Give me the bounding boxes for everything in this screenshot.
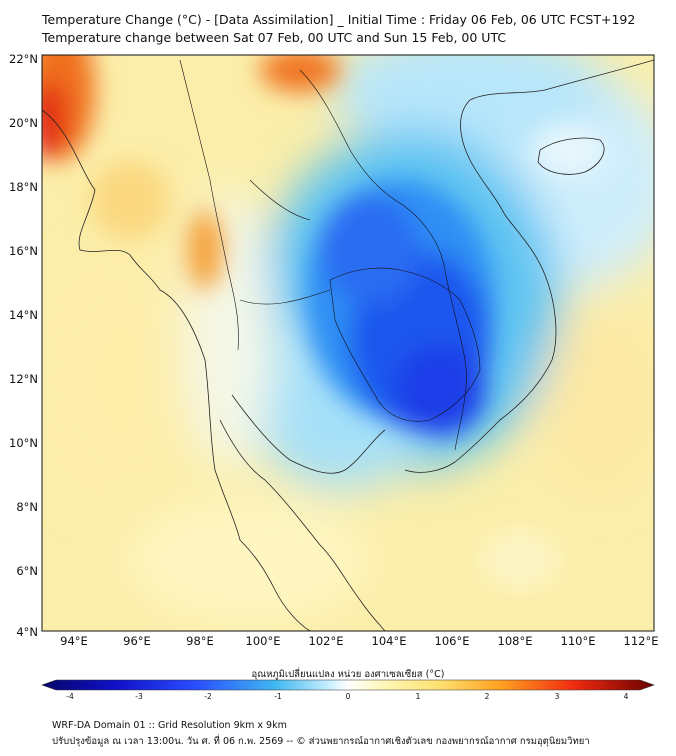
lon-label: 108°E: [498, 634, 533, 648]
lon-label: 100°E: [246, 634, 281, 648]
colorbar-tick: -4: [66, 692, 74, 700]
colorbar-tick: -1: [274, 692, 282, 700]
colorbar-tick: 0: [346, 692, 351, 700]
lat-label: 20°N: [9, 116, 38, 130]
colorbar-tick: 4: [624, 692, 629, 700]
lat-label: 18°N: [9, 180, 38, 194]
colorbar-label: อุณหภูมิเปลี่ยนแปลง หน่วย องศาเซลเซียส (…: [252, 667, 445, 680]
lon-label: 102°E: [309, 634, 344, 648]
country-borders: [179, 59, 481, 451]
plot-frame: [41, 54, 655, 632]
lat-label: 12°N: [9, 372, 38, 386]
lon-label: 96°E: [123, 634, 151, 648]
lat-label: 22°N: [9, 52, 38, 66]
lon-label: 112°E: [624, 634, 659, 648]
lon-label: 104°E: [372, 634, 407, 648]
colorbar: [41, 679, 655, 691]
lat-label: 6°N: [16, 564, 38, 578]
colorbar-tick: -2: [204, 692, 212, 700]
colorbar-tick: 3: [555, 692, 560, 700]
lat-label: 8°N: [16, 500, 38, 514]
colorbar-tick: -3: [135, 692, 143, 700]
footer-credit: ปรับปรุงข้อมูล ณ เวลา 13:00น. วัน ศ. ที่…: [52, 736, 590, 747]
lon-label: 94°E: [60, 634, 88, 648]
lat-label: 14°N: [9, 308, 38, 322]
lon-label: 98°E: [186, 634, 214, 648]
lon-label: 106°E: [435, 634, 470, 648]
colorbar-tick: 1: [416, 692, 421, 700]
map-subtitle: Temperature change between Sat 07 Feb, 0…: [42, 30, 507, 45]
colorbar-tick: 2: [485, 692, 490, 700]
map-title: Temperature Change (°C) - [Data Assimila…: [42, 12, 636, 27]
lon-label: 110°E: [561, 634, 596, 648]
temperature-field: [42, 55, 654, 631]
temperature-change-map: 22°N 20°N 18°N 16°N 14°N 12°N 10°N 8°N 6…: [9, 52, 659, 700]
lat-label: 10°N: [9, 436, 38, 450]
coastlines: [42, 59, 654, 631]
footer-model-info: WRF-DA Domain 01 :: Grid Resolution 9km …: [52, 720, 287, 731]
lat-label: 16°N: [9, 244, 38, 258]
lat-label: 4°N: [16, 625, 38, 639]
